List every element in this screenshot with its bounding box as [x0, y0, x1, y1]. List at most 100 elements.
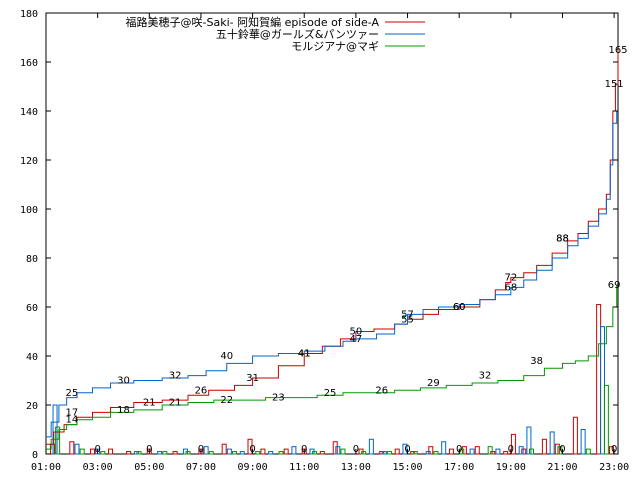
rate-bar — [340, 448, 346, 455]
legend-label: モルジアナ@マギ — [291, 40, 379, 53]
rate-bar — [239, 451, 245, 455]
x-tick-label: 13:00 — [341, 462, 371, 473]
rate-bar — [136, 451, 142, 455]
data-label: 165 — [608, 45, 627, 56]
rate-bar — [335, 446, 341, 455]
rate-bar — [126, 451, 132, 455]
rate-bar — [402, 443, 408, 455]
data-label: 72 — [504, 273, 517, 284]
data-label: 60 — [453, 302, 466, 313]
series-lines — [46, 49, 619, 450]
y-tick-label: 20 — [26, 401, 38, 412]
rate-bar — [448, 448, 454, 455]
rate-bar — [172, 451, 178, 455]
data-label: 25 — [65, 388, 78, 399]
rate-bar — [162, 451, 168, 455]
series-line-3 — [46, 284, 618, 450]
data-label: 47 — [350, 334, 363, 345]
rate-bar — [526, 426, 532, 455]
x-tick-label: 07:00 — [186, 462, 216, 473]
x-tick-label: 03:00 — [83, 462, 113, 473]
rate-bar — [278, 451, 284, 455]
rate-bar — [609, 446, 615, 455]
legend: 福路美穂子@咲-Saki- 阿知賀編 episode of side-A五十鈴華… — [126, 15, 425, 53]
data-label: 68 — [504, 282, 517, 293]
rate-bar — [232, 451, 238, 455]
data-label: 14 — [65, 415, 78, 426]
rate-bar — [541, 438, 547, 455]
data-label: 18 — [117, 405, 130, 416]
rate-bar — [510, 433, 516, 455]
data-label: 25 — [324, 388, 337, 399]
rate-bar — [459, 448, 465, 455]
data-label: 29 — [427, 378, 440, 389]
axes: 0 20 40 60 80 100 120 140 160 180 01:00 03:00 05:00 0… — [20, 9, 629, 473]
data-label: 60 — [453, 302, 466, 313]
y-tick-label: 80 — [26, 254, 38, 265]
data-label: 88 — [556, 233, 569, 244]
data-label: 26 — [375, 385, 388, 396]
rate-bar — [208, 451, 214, 455]
data-label: 31 — [246, 373, 259, 384]
rate-bar — [572, 416, 578, 455]
x-tick-label: 23:00 — [599, 462, 629, 473]
data-label: 50 — [350, 327, 363, 338]
rate-bar — [79, 448, 85, 455]
y-tick-label: 40 — [26, 352, 38, 363]
rate-bar — [469, 448, 475, 455]
rate-bar — [157, 451, 163, 455]
rate-bar — [100, 451, 106, 455]
x-tick-label: 17:00 — [444, 462, 474, 473]
rate-bar — [603, 384, 609, 455]
data-label: 41 — [298, 349, 311, 360]
rate-bar — [74, 443, 80, 455]
rate-bar — [441, 441, 447, 455]
rate-bar — [495, 448, 501, 455]
y-tick-label: 140 — [20, 107, 38, 118]
rate-bar — [108, 448, 114, 455]
x-tick-label: 15:00 — [392, 462, 422, 473]
x-tick-label: 11:00 — [289, 462, 319, 473]
rate-bar — [89, 448, 95, 455]
rate-bar — [247, 438, 253, 455]
x-tick-label: 09:00 — [238, 462, 268, 473]
rate-bar — [490, 451, 496, 455]
data-label: 23 — [272, 393, 285, 404]
data-label: 32 — [169, 371, 182, 382]
plot-frame — [45, 12, 619, 455]
rate-bar — [52, 404, 58, 455]
data-label: 21 — [143, 398, 156, 409]
x-tick-label: 05:00 — [134, 462, 164, 473]
data-label: 88 — [556, 233, 569, 244]
y-tick-label: 160 — [20, 58, 38, 69]
rate-bar — [69, 441, 75, 455]
rate-bar — [55, 426, 61, 455]
legend-label: 五十鈴華@ガールズ&パンツァー — [216, 27, 379, 41]
x-tick-label: 19:00 — [496, 462, 526, 473]
rate-bar — [368, 438, 374, 455]
rate-bar — [425, 451, 431, 455]
data-label: 26 — [195, 385, 208, 396]
rate-bar — [433, 451, 439, 455]
series-line-2 — [46, 111, 618, 438]
rate-bar — [394, 448, 400, 455]
rate-bar — [260, 448, 266, 455]
rate-bar — [554, 443, 560, 455]
data-label: 17 — [65, 407, 78, 418]
rate-bar — [312, 451, 318, 455]
x-tick-label: 01:00 — [31, 462, 61, 473]
data-label: 32 — [479, 371, 492, 382]
data-label: 30 — [117, 376, 130, 387]
rate-bar — [332, 441, 338, 455]
x-tick-label: 21:00 — [547, 462, 577, 473]
rate-bar — [549, 431, 555, 455]
legend-label: 福路美穂子@咲-Saki- 阿知賀編 episode of side-A — [126, 15, 380, 29]
rate-bar — [518, 446, 524, 455]
rate-bar — [291, 446, 297, 455]
y-tick-label: 100 — [20, 205, 38, 216]
rate-bar — [386, 451, 392, 455]
rate-bar — [379, 451, 385, 455]
data-label: 40 — [220, 351, 233, 362]
